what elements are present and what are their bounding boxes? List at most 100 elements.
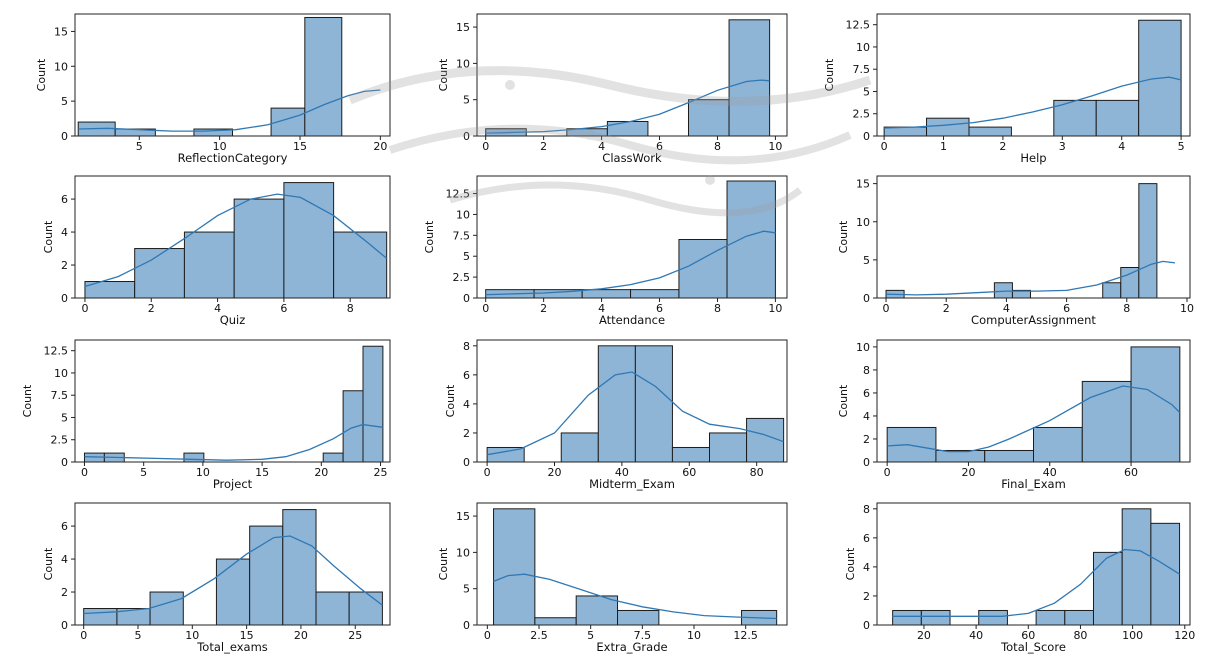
x-tick-label: 10 bbox=[213, 140, 227, 153]
y-axis-label: Count bbox=[837, 220, 850, 253]
y-tick-label: 5 bbox=[463, 250, 470, 263]
bar bbox=[304, 16, 343, 137]
x-tick-label: 0 bbox=[80, 629, 87, 642]
x-tick-label: 10 bbox=[768, 140, 782, 153]
y-tick-label: 2 bbox=[863, 590, 870, 603]
x-tick-label: 3 bbox=[1059, 140, 1066, 153]
x-axis-label: Project bbox=[213, 477, 253, 491]
x-axis-label: Attendance bbox=[599, 313, 665, 327]
x-tick-label: 0 bbox=[484, 629, 491, 642]
x-tick-label: 40 bbox=[1043, 466, 1057, 479]
histogram-classwork: 0 2 4 6 8 10 0 5 10 15 ClassWork Count bbox=[437, 13, 788, 165]
y-tick-label: 4 bbox=[61, 226, 68, 239]
histogram-extra-grade: 0 2.5 5 7.5 10 12.5 0 5 10 15 Extra_Grade Count bbox=[437, 502, 788, 654]
plot-frame bbox=[876, 175, 1191, 299]
histogram-total-exams: 0 5 10 15 20 25 0 2 4 6 Total_exams Count bbox=[42, 502, 391, 654]
x-tick-label: 4 bbox=[1003, 302, 1010, 315]
bar bbox=[1095, 99, 1140, 137]
bar bbox=[575, 595, 619, 626]
x-tick-label: 15 bbox=[255, 466, 269, 479]
y-axis-label: Count bbox=[823, 58, 836, 91]
y-tick-label: 10 bbox=[456, 57, 470, 70]
x-tick-label: 100 bbox=[1122, 629, 1143, 642]
x-tick-label: 0 bbox=[883, 302, 890, 315]
x-tick-label: 15 bbox=[240, 629, 254, 642]
x-tick-label: 0 bbox=[81, 302, 88, 315]
x-tick-label: 4 bbox=[598, 302, 605, 315]
y-tick-label: 7.5 bbox=[51, 389, 69, 402]
bar bbox=[534, 617, 577, 626]
y-tick-label: 0 bbox=[863, 130, 870, 143]
x-tick-label: 20 bbox=[294, 629, 308, 642]
bar bbox=[886, 426, 937, 463]
kde-line bbox=[892, 548, 1180, 617]
x-tick-label: 10 bbox=[1180, 302, 1194, 315]
y-tick-label: 2 bbox=[61, 586, 68, 599]
y-tick-label: 10 bbox=[456, 208, 470, 221]
x-tick-label: 6 bbox=[656, 140, 663, 153]
y-tick-label: 12.5 bbox=[846, 19, 871, 32]
bar bbox=[183, 231, 235, 299]
x-axis-label: ComputerAssignment bbox=[971, 313, 1096, 327]
y-tick-label: 8 bbox=[463, 340, 470, 353]
y-axis-label: Count bbox=[42, 220, 55, 253]
y-tick-label: 0 bbox=[463, 619, 470, 632]
x-tick-label: 10 bbox=[196, 466, 210, 479]
bar bbox=[348, 591, 383, 626]
y-tick-label: 10 bbox=[54, 60, 68, 73]
kde-line bbox=[885, 260, 1176, 296]
bar bbox=[1053, 99, 1097, 137]
bar bbox=[1121, 508, 1152, 626]
y-tick-label: 8 bbox=[863, 364, 870, 377]
x-tick-label: 5 bbox=[136, 140, 143, 153]
bar bbox=[630, 289, 680, 299]
x-tick-label: 0 bbox=[482, 302, 489, 315]
y-tick-label: 10 bbox=[856, 341, 870, 354]
kde-line bbox=[83, 535, 383, 615]
bar bbox=[920, 609, 951, 626]
y-tick-label: 2.5 bbox=[51, 434, 69, 447]
x-tick-label: 8 bbox=[714, 302, 721, 315]
x-axis-label: Help bbox=[1020, 151, 1046, 165]
histogram-computerassignment: 0 2 4 6 8 10 0 5 10 15 ComputerAssignment Count bbox=[837, 175, 1194, 327]
histogram-reflectioncategory: 5 10 15 20 0 5 10 15 ReflectionCategory Count bbox=[35, 13, 391, 165]
x-tick-label: 10 bbox=[768, 302, 782, 315]
x-axis-label: Total_Score bbox=[1000, 640, 1066, 654]
x-tick-label: 6 bbox=[656, 302, 663, 315]
y-tick-label: 2.5 bbox=[453, 271, 471, 284]
plot-frame bbox=[74, 13, 391, 137]
x-tick-label: 80 bbox=[1073, 629, 1087, 642]
y-tick-label: 5 bbox=[863, 85, 870, 98]
bar bbox=[1033, 426, 1083, 463]
plot-frame bbox=[876, 13, 1191, 137]
x-tick-label: 2.5 bbox=[530, 629, 548, 642]
plot-frame bbox=[876, 339, 1191, 463]
y-tick-label: 6 bbox=[61, 193, 68, 206]
bar bbox=[1150, 522, 1181, 626]
y-tick-label: 8 bbox=[863, 503, 870, 516]
y-axis-label: Count bbox=[437, 58, 450, 91]
x-tick-label: 0 bbox=[881, 140, 888, 153]
plot-frame bbox=[74, 502, 391, 626]
y-tick-label: 0 bbox=[863, 456, 870, 469]
bar bbox=[926, 117, 970, 137]
x-tick-label: 20 bbox=[917, 629, 931, 642]
y-tick-label: 5 bbox=[61, 95, 68, 108]
x-tick-label: 4 bbox=[1118, 140, 1125, 153]
bar bbox=[892, 609, 922, 626]
bar bbox=[709, 432, 748, 463]
plot-frame bbox=[476, 175, 788, 299]
x-axis-label: ClassWork bbox=[602, 151, 662, 165]
y-tick-label: 4 bbox=[463, 398, 470, 411]
bar bbox=[606, 120, 649, 137]
bar bbox=[1120, 267, 1140, 299]
x-tick-label: 20 bbox=[314, 466, 328, 479]
x-tick-label: 80 bbox=[750, 466, 764, 479]
kde-line bbox=[84, 193, 388, 288]
x-axis-label: Quiz bbox=[220, 313, 246, 327]
bar bbox=[1035, 609, 1066, 626]
bar bbox=[984, 449, 1034, 463]
histogram-quiz: 0 2 4 6 8 0 2 4 6 Quiz Count bbox=[42, 175, 391, 327]
